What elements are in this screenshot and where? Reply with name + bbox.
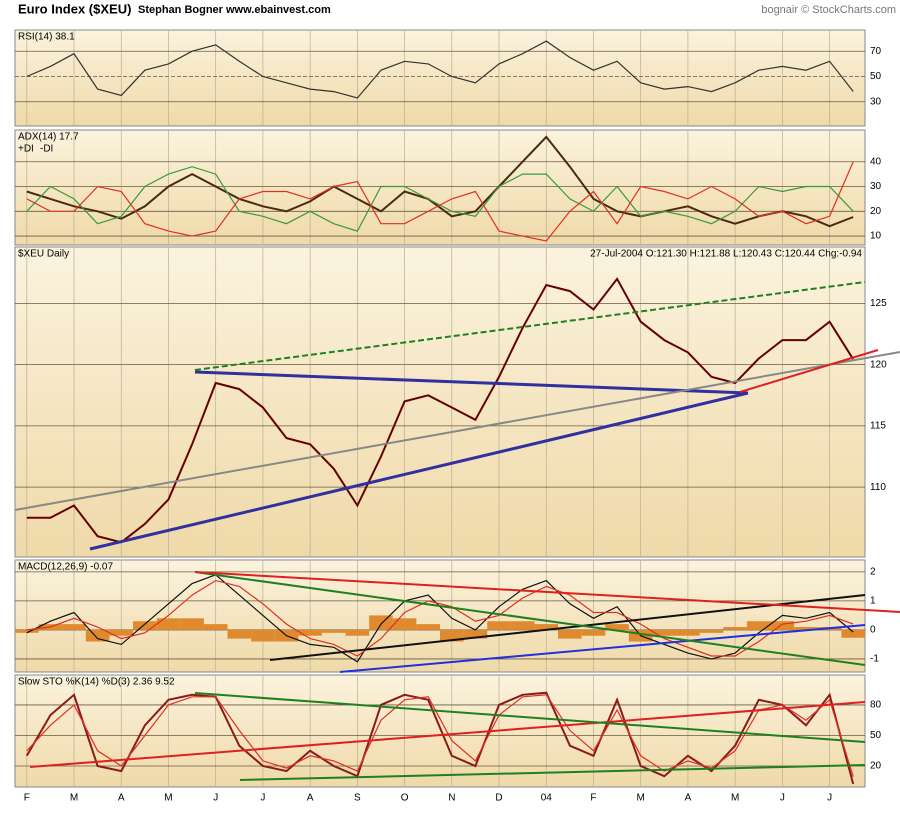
- panel-bg: [14, 29, 866, 127]
- series-line: [26, 579, 854, 657]
- x-tick-label: S: [354, 793, 361, 804]
- histogram-bar: [345, 629, 370, 636]
- histogram-bar: [15, 629, 39, 633]
- x-tick-label: J: [827, 793, 832, 804]
- author: Stephan Bogner www.ebainvest.com: [138, 4, 331, 16]
- histogram-bar: [369, 615, 393, 630]
- panel-label: MACD(12,26,9) -0.07: [18, 562, 113, 573]
- histogram-bar: [581, 629, 606, 636]
- histogram-bar: [62, 624, 86, 630]
- panel-bg: [14, 559, 866, 673]
- y-tick-label: 70: [870, 46, 882, 57]
- title: Euro Index ($XEU): [18, 1, 131, 16]
- y-tick-label: 120: [870, 359, 887, 370]
- panel-label: ADX(14) 17.7: [18, 132, 79, 143]
- y-tick-label: 30: [870, 181, 882, 192]
- histogram-bar: [770, 621, 795, 630]
- x-tick-label: M: [70, 793, 78, 804]
- histogram-bar: [558, 629, 582, 639]
- y-tick-label: 50: [870, 71, 882, 82]
- histogram-bar: [227, 629, 252, 639]
- x-tick-label: A: [307, 793, 314, 804]
- histogram-bar: [133, 621, 157, 630]
- histogram-bar: [392, 618, 417, 630]
- y-tick-label: 30: [870, 96, 882, 107]
- y-tick-label: 20: [870, 761, 882, 772]
- panel-label: $XEU Daily: [18, 249, 69, 260]
- histogram-bar: [723, 627, 747, 630]
- histogram-bar: [321, 629, 346, 633]
- histogram-bar: [463, 629, 488, 639]
- histogram-bar: [699, 629, 724, 633]
- x-tick-label: J: [260, 793, 265, 804]
- y-tick-label: 125: [870, 298, 887, 309]
- histogram-bar: [203, 624, 228, 630]
- x-tick-label: M: [164, 793, 172, 804]
- legend-entry: -DI: [40, 144, 53, 155]
- y-tick-label: 110: [870, 482, 886, 493]
- histogram-bar: [109, 629, 134, 636]
- series-line: [26, 694, 854, 777]
- x-tick-label: M: [731, 793, 739, 804]
- histogram-bar: [156, 618, 181, 630]
- x-tick-label: A: [118, 793, 125, 804]
- histogram-bar: [85, 629, 110, 642]
- x-tick-label: N: [448, 793, 455, 804]
- histogram-bar: [251, 629, 275, 642]
- y-tick-label: 10: [870, 231, 882, 242]
- histogram-bar: [605, 624, 629, 630]
- y-tick-label: 2: [870, 567, 876, 578]
- histogram-bar: [487, 621, 511, 630]
- panel-label: Slow STO %K(14) %D(3) 2.36 9.52: [18, 677, 175, 688]
- x-tick-label: J: [213, 793, 218, 804]
- histogram-bar: [652, 629, 677, 636]
- series-line: [26, 277, 855, 544]
- histogram-bar: [510, 621, 535, 630]
- legend-entry: +DI: [18, 144, 34, 155]
- y-tick-label: 50: [870, 730, 882, 741]
- histogram-bar: [298, 629, 322, 636]
- x-tick-label: D: [495, 793, 502, 804]
- histogram-bar: [416, 624, 440, 630]
- histogram-bar: [794, 627, 818, 630]
- trendlines: [14, 281, 900, 781]
- x-tick-label: 04: [541, 793, 553, 804]
- x-tick-label: A: [685, 793, 692, 804]
- panel-bg: [14, 129, 866, 246]
- panel-label: RSI(14) 38.1: [18, 32, 75, 43]
- y-tick-label: 40: [870, 156, 882, 167]
- histogram-bar: [440, 629, 464, 642]
- x-tick-label: F: [24, 793, 30, 804]
- y-tick-label: 1: [870, 596, 876, 607]
- histogram-bar: [676, 629, 700, 636]
- series-line: [25, 691, 855, 785]
- x-tick-label: J: [780, 793, 785, 804]
- series-line: [26, 161, 854, 242]
- x-tick-label: M: [637, 793, 645, 804]
- y-tick-label: -1: [870, 654, 879, 665]
- y-tick-label: 115: [870, 421, 886, 432]
- credit: bognair © StockCharts.com: [761, 4, 896, 16]
- y-tick-label: 80: [870, 700, 882, 711]
- quote: 27-Jul-2004 O:121.30 H:121.88 L:120.43 C…: [590, 249, 862, 260]
- histogram-bar: [746, 621, 771, 630]
- histogram-bar: [841, 629, 865, 638]
- x-tick-label: O: [401, 793, 409, 804]
- series-line: [26, 135, 854, 228]
- y-tick-label: 20: [870, 206, 882, 217]
- x-tick-label: F: [590, 793, 596, 804]
- y-tick-label: 0: [870, 625, 876, 636]
- histogram-bar: [180, 618, 204, 630]
- histogram-bar: [534, 624, 559, 630]
- series-line: [26, 40, 854, 99]
